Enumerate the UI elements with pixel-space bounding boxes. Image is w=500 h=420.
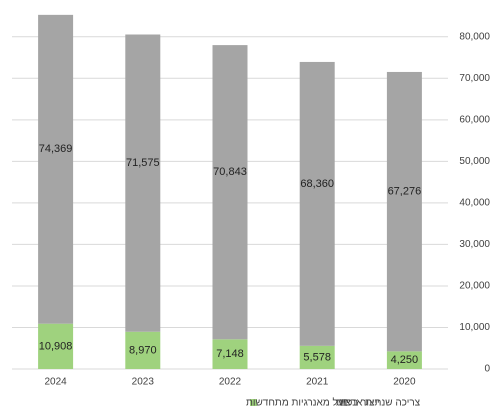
bar-segment	[38, 14, 74, 324]
y-tick-label: 10,000	[459, 322, 490, 333]
y-tick-label: 60,000	[459, 114, 490, 125]
value-label: 74,369	[39, 143, 73, 155]
legend-label: צריכה שנתית ארצית	[336, 398, 421, 409]
value-label: 67,276	[388, 186, 422, 198]
y-tick-label: 80,000	[459, 31, 490, 42]
bar-segment	[125, 331, 161, 369]
value-label: 4,250	[391, 354, 419, 366]
value-label: 7,148	[216, 348, 244, 360]
bar-segment	[212, 45, 248, 340]
bar-segment	[386, 351, 422, 369]
bar-segment	[386, 71, 422, 352]
y-tick-label: 30,000	[459, 239, 490, 250]
value-label: 68,360	[300, 178, 334, 190]
y-tick-label: 50,000	[459, 156, 490, 167]
value-label: 10,908	[39, 340, 73, 352]
value-label: 70,843	[213, 166, 247, 178]
x-tick-label: 2023	[132, 377, 155, 388]
legend-label: ייצור בפועל מאנרגיות מתחדשות	[246, 397, 380, 409]
value-label: 71,575	[126, 157, 160, 169]
y-tick-label: 40,000	[459, 198, 490, 209]
x-tick-label: 2021	[306, 377, 329, 388]
value-label: 5,578	[303, 351, 331, 363]
legend-swatch	[250, 399, 257, 406]
bar-segment	[299, 61, 335, 346]
y-tick-label: 20,000	[459, 281, 490, 292]
bar-segment	[299, 345, 335, 369]
legend-swatch	[340, 399, 347, 406]
bar-segment	[38, 323, 74, 369]
value-label: 8,970	[129, 344, 157, 356]
bar-segment	[125, 34, 161, 332]
y-tick-label: 70,000	[459, 73, 490, 84]
x-tick-label: 2024	[44, 377, 67, 388]
x-tick-label: 2022	[219, 377, 242, 388]
bar-segment	[212, 339, 248, 369]
x-tick-label: 2020	[393, 377, 416, 388]
y-tick-label: 0	[484, 364, 490, 375]
